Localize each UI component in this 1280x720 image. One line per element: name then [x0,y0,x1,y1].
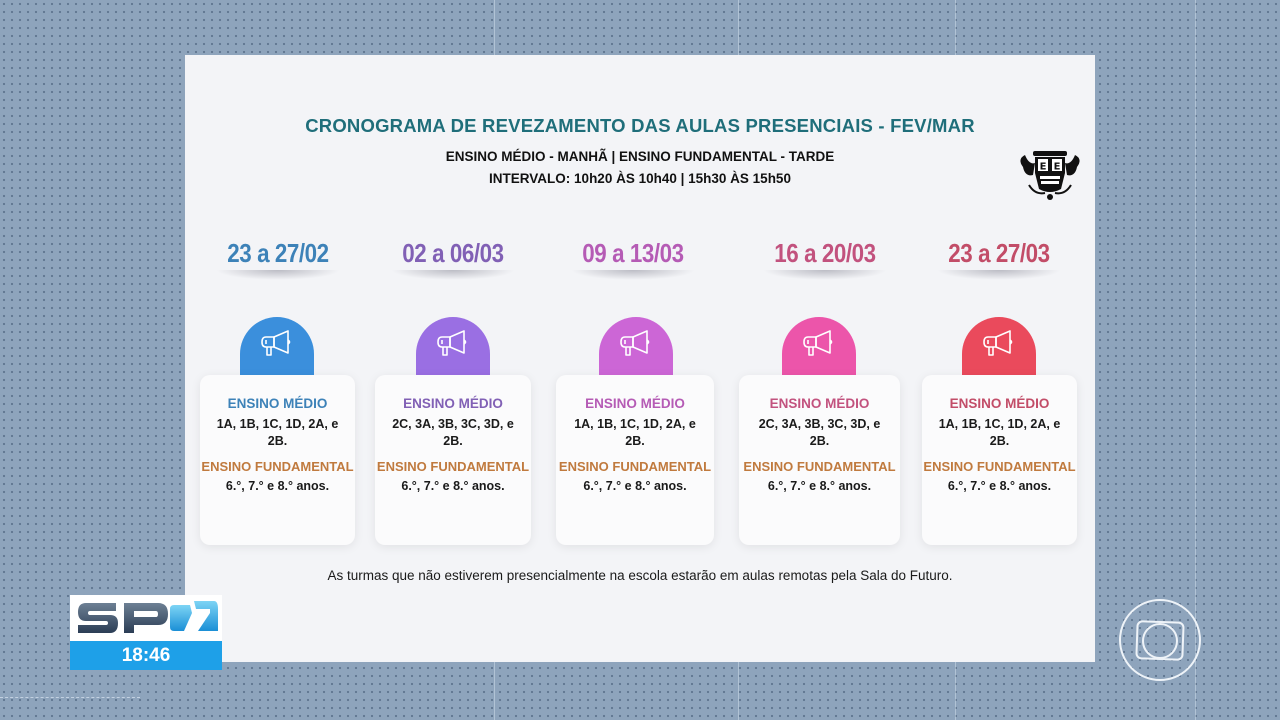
megaphone-icon [983,330,1013,356]
ensino-fundamental-label: ENSINO FUNDAMENTAL [376,459,530,474]
ensino-medio-label: ENSINO MÉDIO [949,396,1050,411]
week-date: 09 a 13/03 [582,238,684,268]
week-card: ENSINO MÉDIO 1A, 1B, 1C, 1D, 2A, e 2B. E… [556,375,714,545]
school-crest-icon: E E [1020,151,1080,200]
week-date: 02 a 06/03 [402,238,504,268]
date-underline [571,270,695,280]
svg-text:E: E [1040,162,1047,173]
svg-text:E: E [1054,162,1061,173]
ensino-fundamental-years: 6.°, 7.° e 8.° anos. [401,479,505,493]
ensino-fundamental-label: ENSINO FUNDAMENTAL [201,459,354,474]
ensino-medio-label: ENSINO MÉDIO [403,396,503,411]
megaphone-icon [620,330,650,356]
megaphone-icon [437,330,467,356]
week-tab [782,317,856,377]
footer-note: As turmas que não estiverem presencialme… [327,568,953,583]
week-tab [599,317,673,377]
week-tab [416,317,490,377]
ensino-medio-classes: 1A, 1B, 1C, 1D, 2A, e 2B. [938,417,1061,448]
ensino-medio-label: ENSINO MÉDIO [227,396,328,411]
week-tab [240,317,314,377]
week-card: ENSINO MÉDIO 1A, 1B, 1C, 1D, 2A, e 2B. E… [922,375,1077,545]
ensino-fundamental-years: 6.°, 7.° e 8.° anos. [947,479,1052,493]
ensino-fundamental-label: ENSINO FUNDAMENTAL [743,459,896,474]
ensino-medio-classes: 1A, 1B, 1C, 1D, 2A, e 2B. [574,417,696,448]
week-date: 23 a 27/02 [227,238,329,268]
date-underline [216,270,340,280]
ensino-fundamental-years: 6.°, 7.° e 8.° anos. [767,479,872,493]
megaphone-icon [261,330,291,356]
ensino-medio-classes: 2C, 3A, 3B, 3C, 3D, e 2B. [758,417,881,448]
break-subtitle: INTERVALO: 10h20 ÀS 10h40 | 15h30 ÀS 15h… [489,171,791,186]
ensino-fundamental-years: 6.°, 7.° e 8.° anos. [225,479,330,493]
week-card: ENSINO MÉDIO 1A, 1B, 1C, 1D, 2A, e 2B. E… [200,375,355,545]
week-card: ENSINO MÉDIO 2C, 3A, 3B, 3C, 3D, e 2B. E… [375,375,531,545]
ensino-fundamental-label: ENSINO FUNDAMENTAL [923,459,1076,474]
ensino-medio-classes: 1A, 1B, 1C, 1D, 2A, e 2B. [216,417,339,448]
sp2-logo-area: 2 [70,595,222,641]
date-underline [391,270,515,280]
megaphone-icon [803,330,833,356]
ensino-medio-label: ENSINO MÉDIO [585,396,685,411]
schedule-panel: CRONOGRAMA DE REVEZAMENTO DAS AULAS PRES… [185,55,1095,662]
week-tab [962,317,1036,377]
ensino-fundamental-years: 6.°, 7.° e 8.° anos. [583,479,687,493]
background-dashed-line [0,697,140,699]
globo-logo-icon [1119,599,1201,681]
ensino-medio-label: ENSINO MÉDIO [769,396,870,411]
date-underline [763,270,887,280]
ensino-medio-classes: 2C, 3A, 3B, 3C, 3D, e 2B. [392,417,514,448]
date-underline [937,270,1061,280]
program-logo: 2 18:46 [70,595,222,670]
sp2-logo-icon: 2 [78,601,218,633]
week-date: 16 a 20/03 [774,238,876,268]
ensino-fundamental-label: ENSINO FUNDAMENTAL [558,459,712,474]
clock-time: 18:46 [70,641,222,670]
page-title: CRONOGRAMA DE REVEZAMENTO DAS AULAS PRES… [305,115,975,136]
shift-subtitle: ENSINO MÉDIO - MANHÃ | ENSINO FUNDAMENTA… [445,149,835,164]
week-card: ENSINO MÉDIO 2C, 3A, 3B, 3C, 3D, e 2B. E… [739,375,900,545]
week-date: 23 a 27/03 [948,238,1050,268]
background-grid-line [1195,0,1196,720]
